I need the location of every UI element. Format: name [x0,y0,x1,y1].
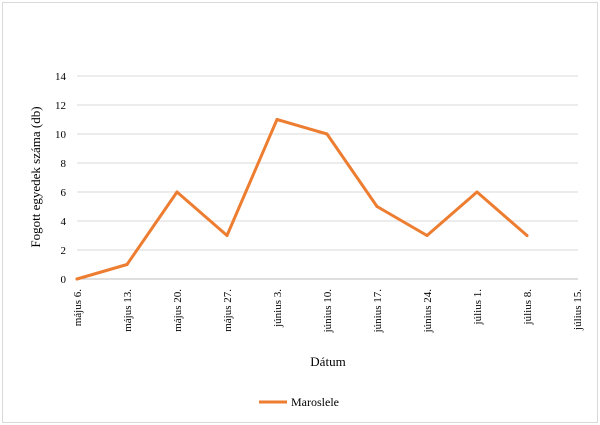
data-point [525,234,529,237]
data-point [375,205,379,208]
x-tick-label: július 15. [572,289,584,331]
x-tick-label: június 17. [372,289,384,334]
y-tick-label: 6 [61,187,67,199]
data-point [125,263,129,266]
x-tick-labels: május 6. május 13. május 20. május 27. júniu… [72,289,584,334]
series-group [75,118,529,281]
legend-label-maroslele: Maroslele [291,395,339,409]
data-point [275,118,279,121]
y-tick-labels: 0 2 4 6 8 10 12 14 [55,71,67,286]
x-tick-label: június 3. [272,289,284,328]
y-tick-label: 14 [55,71,67,83]
series-line-maroslele [75,118,529,281]
x-tick-label: június 24. [422,289,434,334]
y-tick-label: 10 [55,129,67,141]
y-tick-label: 8 [61,158,67,170]
legend: Maroslele [259,395,339,409]
x-tick-label: május 20. [172,289,184,332]
y-axis-title: Fogott egyedek száma (db) [28,106,43,247]
x-tick-label: június 10. [322,289,334,334]
data-point [425,234,429,237]
y-tick-label: 12 [55,100,66,112]
y-tick-label: 4 [61,216,67,228]
y-tick-label: 0 [61,274,67,286]
x-tick-label: május 6. [72,289,84,327]
x-tick-label: július 8. [522,289,534,326]
data-point [225,234,229,237]
data-point [75,277,79,281]
data-point [175,190,179,194]
data-point [325,132,329,136]
data-point [475,190,479,194]
y-tick-label: 2 [61,245,67,257]
x-tick-label: július 1. [472,289,484,326]
x-tick-label: május 13. [122,289,134,332]
x-tick-label: május 27. [222,289,234,332]
x-axis-title: Dátum [310,354,345,369]
gridlines [77,75,578,280]
